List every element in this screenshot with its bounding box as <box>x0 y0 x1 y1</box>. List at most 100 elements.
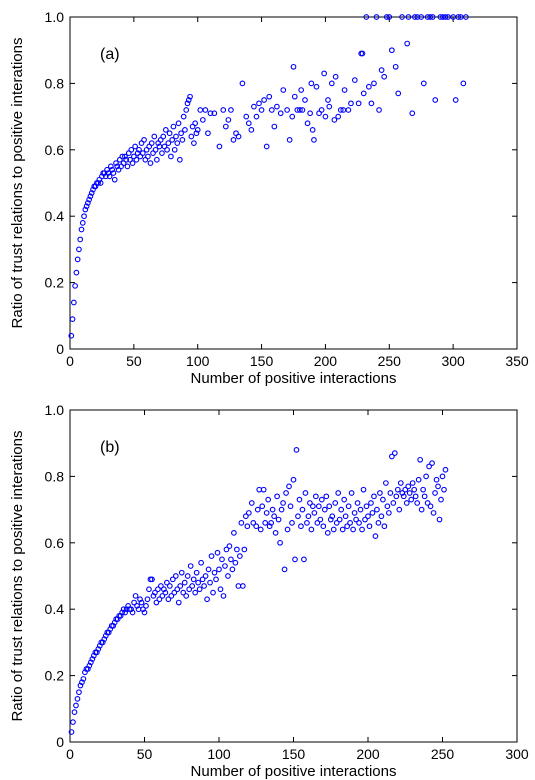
data-point <box>371 80 377 87</box>
data-point <box>141 609 148 616</box>
x-tick-label: 100 <box>207 746 231 762</box>
data-point <box>138 599 145 606</box>
data-point <box>166 130 173 137</box>
data-point <box>230 136 237 143</box>
data-point <box>399 490 406 496</box>
data-point <box>229 566 236 573</box>
data-point <box>374 506 380 513</box>
data-point <box>153 599 160 606</box>
data-point <box>368 500 374 506</box>
data-point <box>182 127 188 133</box>
data-point <box>341 496 348 503</box>
data-point <box>253 523 260 530</box>
data-point <box>76 246 82 253</box>
data-point <box>77 682 84 689</box>
data-point <box>175 599 182 606</box>
data-point <box>386 14 393 20</box>
data-point <box>248 500 255 506</box>
data-point <box>274 493 280 500</box>
data-point <box>333 520 340 526</box>
data-point <box>122 153 128 160</box>
data-point <box>136 146 142 153</box>
data-point <box>139 150 146 156</box>
data-point <box>359 526 365 533</box>
data-point <box>88 190 95 196</box>
data-point <box>299 107 306 113</box>
data-point <box>268 520 275 526</box>
data-point <box>131 599 137 606</box>
data-point <box>268 107 275 113</box>
y-tick-label: 1.0 <box>45 402 65 418</box>
data-point <box>217 586 224 593</box>
data-point <box>70 299 77 306</box>
data-point <box>311 510 318 516</box>
data-point <box>208 553 215 559</box>
data-point <box>286 483 292 490</box>
data-point <box>360 486 367 493</box>
data-point <box>411 486 418 493</box>
data-point <box>442 14 449 20</box>
data-point <box>318 107 325 113</box>
data-point <box>362 516 368 523</box>
data-point <box>178 130 184 137</box>
data-point <box>171 589 178 596</box>
data-point <box>216 143 223 150</box>
data-point <box>390 500 397 506</box>
data-point <box>256 486 263 493</box>
data-point <box>380 496 386 503</box>
data-point <box>213 576 219 583</box>
data-point <box>278 506 285 513</box>
data-point <box>109 166 115 173</box>
data-point <box>151 133 158 140</box>
data-point <box>95 646 102 652</box>
data-point <box>180 589 187 596</box>
data-point <box>169 136 176 143</box>
data-point <box>222 123 229 130</box>
data-point <box>406 490 413 496</box>
data-point <box>339 526 346 533</box>
data-point <box>433 476 440 483</box>
data-point <box>235 133 242 140</box>
data-point <box>183 107 190 113</box>
data-point <box>351 510 358 516</box>
data-point <box>248 127 255 133</box>
data-point <box>110 622 117 629</box>
data-point <box>99 639 106 646</box>
y-tick-label: 0.8 <box>45 468 65 484</box>
panel-b-scatter-plot: 0 50 100 150 200 250 300 0 0.2 0.4 0.6 0.8 1.0 Number… <box>9 402 529 780</box>
data-point <box>198 559 204 566</box>
data-point <box>140 606 146 613</box>
data-point <box>455 14 462 20</box>
data-point <box>202 107 209 113</box>
data-point <box>363 14 370 20</box>
data-point <box>366 523 373 530</box>
data-point <box>177 583 184 589</box>
y-axis-label: Ratio of trust relations to positive int… <box>9 38 26 329</box>
data-point <box>211 110 218 117</box>
data-point <box>325 97 331 103</box>
data-point <box>420 80 427 87</box>
data-point <box>71 709 78 715</box>
data-point <box>415 476 422 483</box>
y-tick-label: 0.4 <box>45 208 65 224</box>
data-point <box>245 510 252 516</box>
data-point <box>368 100 375 107</box>
data-point <box>309 127 316 133</box>
data-point <box>391 450 398 457</box>
data-point <box>439 473 446 480</box>
data-point <box>395 90 402 97</box>
data-point <box>241 546 248 553</box>
data-point <box>383 480 389 486</box>
data-point <box>165 140 172 147</box>
data-point <box>290 476 297 483</box>
data-point <box>158 583 164 589</box>
data-point <box>141 136 147 143</box>
data-point <box>197 107 204 113</box>
data-point <box>85 666 91 672</box>
data-point <box>392 63 399 70</box>
data-point <box>275 516 282 523</box>
data-point <box>68 332 75 339</box>
data-point <box>326 103 333 110</box>
data-point <box>337 107 344 113</box>
data-point <box>348 490 355 496</box>
